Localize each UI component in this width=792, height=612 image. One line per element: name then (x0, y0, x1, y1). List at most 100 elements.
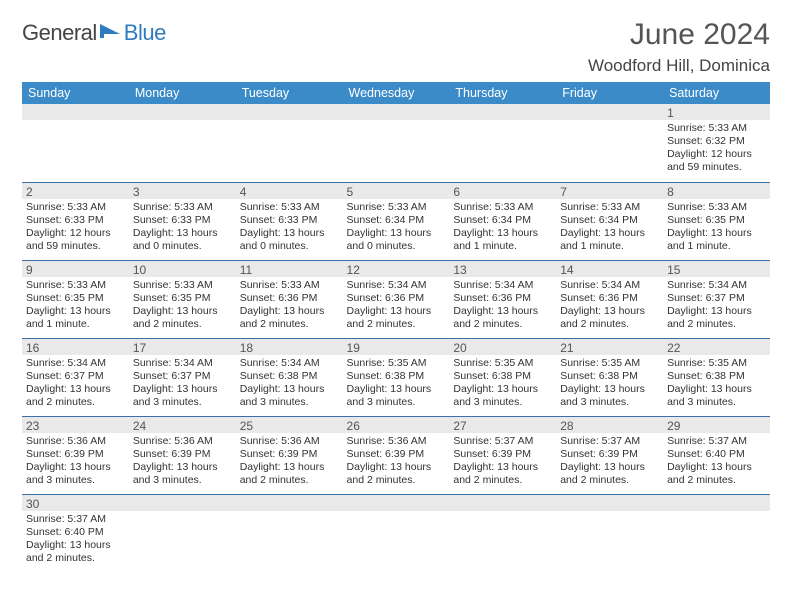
day-body: Sunrise: 5:37 AMSunset: 6:40 PMDaylight:… (663, 433, 770, 490)
calendar-week: 23Sunrise: 5:36 AMSunset: 6:39 PMDayligh… (22, 416, 770, 494)
day-body (236, 120, 343, 125)
day-number: 19 (343, 339, 450, 355)
day-body: Sunrise: 5:33 AMSunset: 6:34 PMDaylight:… (343, 199, 450, 256)
day-number: 8 (663, 183, 770, 199)
day-header: Wednesday (343, 82, 450, 104)
day-body (556, 511, 663, 516)
sunset-text: Sunset: 6:33 PM (240, 214, 339, 227)
calendar-cell: 9Sunrise: 5:33 AMSunset: 6:35 PMDaylight… (22, 260, 129, 338)
day-number (663, 495, 770, 511)
daylight-text: Daylight: 13 hours and 1 minute. (560, 227, 659, 253)
day-header: Sunday (22, 82, 129, 104)
calendar-week: 9Sunrise: 5:33 AMSunset: 6:35 PMDaylight… (22, 260, 770, 338)
sunset-text: Sunset: 6:36 PM (453, 292, 552, 305)
day-body: Sunrise: 5:37 AMSunset: 6:40 PMDaylight:… (22, 511, 129, 568)
day-number: 7 (556, 183, 663, 199)
sunset-text: Sunset: 6:38 PM (667, 370, 766, 383)
day-body: Sunrise: 5:34 AMSunset: 6:37 PMDaylight:… (129, 355, 236, 412)
day-body: Sunrise: 5:34 AMSunset: 6:37 PMDaylight:… (22, 355, 129, 412)
sunrise-text: Sunrise: 5:34 AM (133, 357, 232, 370)
daylight-text: Daylight: 13 hours and 2 minutes. (133, 305, 232, 331)
calendar-cell: 17Sunrise: 5:34 AMSunset: 6:37 PMDayligh… (129, 338, 236, 416)
day-number: 24 (129, 417, 236, 433)
day-body: Sunrise: 5:33 AMSunset: 6:35 PMDaylight:… (129, 277, 236, 334)
sunset-text: Sunset: 6:39 PM (560, 448, 659, 461)
calendar-cell: 5Sunrise: 5:33 AMSunset: 6:34 PMDaylight… (343, 182, 450, 260)
sunrise-text: Sunrise: 5:34 AM (667, 279, 766, 292)
day-body: Sunrise: 5:37 AMSunset: 6:39 PMDaylight:… (449, 433, 556, 490)
day-body: Sunrise: 5:34 AMSunset: 6:36 PMDaylight:… (449, 277, 556, 334)
day-number: 2 (22, 183, 129, 199)
day-body: Sunrise: 5:34 AMSunset: 6:38 PMDaylight:… (236, 355, 343, 412)
daylight-text: Daylight: 13 hours and 2 minutes. (667, 305, 766, 331)
calendar-cell (663, 494, 770, 572)
day-body (556, 120, 663, 125)
header: GeneralBlue June 2024 Woodford Hill, Dom… (22, 20, 770, 76)
day-number: 18 (236, 339, 343, 355)
calendar-cell: 12Sunrise: 5:34 AMSunset: 6:36 PMDayligh… (343, 260, 450, 338)
day-body: Sunrise: 5:35 AMSunset: 6:38 PMDaylight:… (556, 355, 663, 412)
day-body: Sunrise: 5:33 AMSunset: 6:33 PMDaylight:… (129, 199, 236, 256)
sunrise-text: Sunrise: 5:33 AM (26, 279, 125, 292)
day-number (22, 104, 129, 120)
day-number (236, 104, 343, 120)
day-number: 4 (236, 183, 343, 199)
day-header: Friday (556, 82, 663, 104)
daylight-text: Daylight: 13 hours and 2 minutes. (347, 461, 446, 487)
sunset-text: Sunset: 6:39 PM (240, 448, 339, 461)
sunrise-text: Sunrise: 5:33 AM (133, 279, 232, 292)
sunrise-text: Sunrise: 5:35 AM (667, 357, 766, 370)
day-body: Sunrise: 5:33 AMSunset: 6:36 PMDaylight:… (236, 277, 343, 334)
sunset-text: Sunset: 6:40 PM (26, 526, 125, 539)
calendar-week: 16Sunrise: 5:34 AMSunset: 6:37 PMDayligh… (22, 338, 770, 416)
calendar-cell (556, 104, 663, 182)
day-number: 6 (449, 183, 556, 199)
daylight-text: Daylight: 13 hours and 2 minutes. (240, 305, 339, 331)
sunrise-text: Sunrise: 5:34 AM (560, 279, 659, 292)
calendar-cell: 29Sunrise: 5:37 AMSunset: 6:40 PMDayligh… (663, 416, 770, 494)
day-header: Monday (129, 82, 236, 104)
calendar-cell (129, 494, 236, 572)
daylight-text: Daylight: 13 hours and 3 minutes. (133, 461, 232, 487)
day-body: Sunrise: 5:36 AMSunset: 6:39 PMDaylight:… (343, 433, 450, 490)
day-number: 21 (556, 339, 663, 355)
sunset-text: Sunset: 6:39 PM (133, 448, 232, 461)
day-body: Sunrise: 5:33 AMSunset: 6:35 PMDaylight:… (22, 277, 129, 334)
day-body (449, 511, 556, 516)
calendar-cell: 30Sunrise: 5:37 AMSunset: 6:40 PMDayligh… (22, 494, 129, 572)
calendar-cell: 13Sunrise: 5:34 AMSunset: 6:36 PMDayligh… (449, 260, 556, 338)
daylight-text: Daylight: 13 hours and 0 minutes. (347, 227, 446, 253)
day-body: Sunrise: 5:33 AMSunset: 6:34 PMDaylight:… (556, 199, 663, 256)
day-number: 15 (663, 261, 770, 277)
sunrise-text: Sunrise: 5:35 AM (560, 357, 659, 370)
sunset-text: Sunset: 6:37 PM (26, 370, 125, 383)
daylight-text: Daylight: 13 hours and 2 minutes. (26, 383, 125, 409)
day-body: Sunrise: 5:34 AMSunset: 6:36 PMDaylight:… (343, 277, 450, 334)
sunrise-text: Sunrise: 5:37 AM (453, 435, 552, 448)
calendar-cell (343, 104, 450, 182)
sunset-text: Sunset: 6:38 PM (453, 370, 552, 383)
day-body: Sunrise: 5:35 AMSunset: 6:38 PMDaylight:… (449, 355, 556, 412)
day-body: Sunrise: 5:33 AMSunset: 6:35 PMDaylight:… (663, 199, 770, 256)
sunrise-text: Sunrise: 5:34 AM (240, 357, 339, 370)
daylight-text: Daylight: 13 hours and 2 minutes. (26, 539, 125, 565)
sunrise-text: Sunrise: 5:35 AM (347, 357, 446, 370)
sunset-text: Sunset: 6:33 PM (133, 214, 232, 227)
day-number (449, 495, 556, 511)
calendar-cell: 23Sunrise: 5:36 AMSunset: 6:39 PMDayligh… (22, 416, 129, 494)
daylight-text: Daylight: 13 hours and 2 minutes. (560, 305, 659, 331)
calendar-table: Sunday Monday Tuesday Wednesday Thursday… (22, 82, 770, 572)
sunset-text: Sunset: 6:36 PM (347, 292, 446, 305)
sunrise-text: Sunrise: 5:36 AM (240, 435, 339, 448)
day-body: Sunrise: 5:33 AMSunset: 6:33 PMDaylight:… (236, 199, 343, 256)
title-block: June 2024 Woodford Hill, Dominica (588, 20, 770, 76)
sunrise-text: Sunrise: 5:36 AM (26, 435, 125, 448)
day-number: 17 (129, 339, 236, 355)
daylight-text: Daylight: 13 hours and 2 minutes. (453, 305, 552, 331)
brand-logo: GeneralBlue (22, 20, 166, 46)
calendar-cell: 22Sunrise: 5:35 AMSunset: 6:38 PMDayligh… (663, 338, 770, 416)
sunrise-text: Sunrise: 5:36 AM (133, 435, 232, 448)
day-number (343, 495, 450, 511)
day-number: 11 (236, 261, 343, 277)
calendar-cell: 1Sunrise: 5:33 AMSunset: 6:32 PMDaylight… (663, 104, 770, 182)
